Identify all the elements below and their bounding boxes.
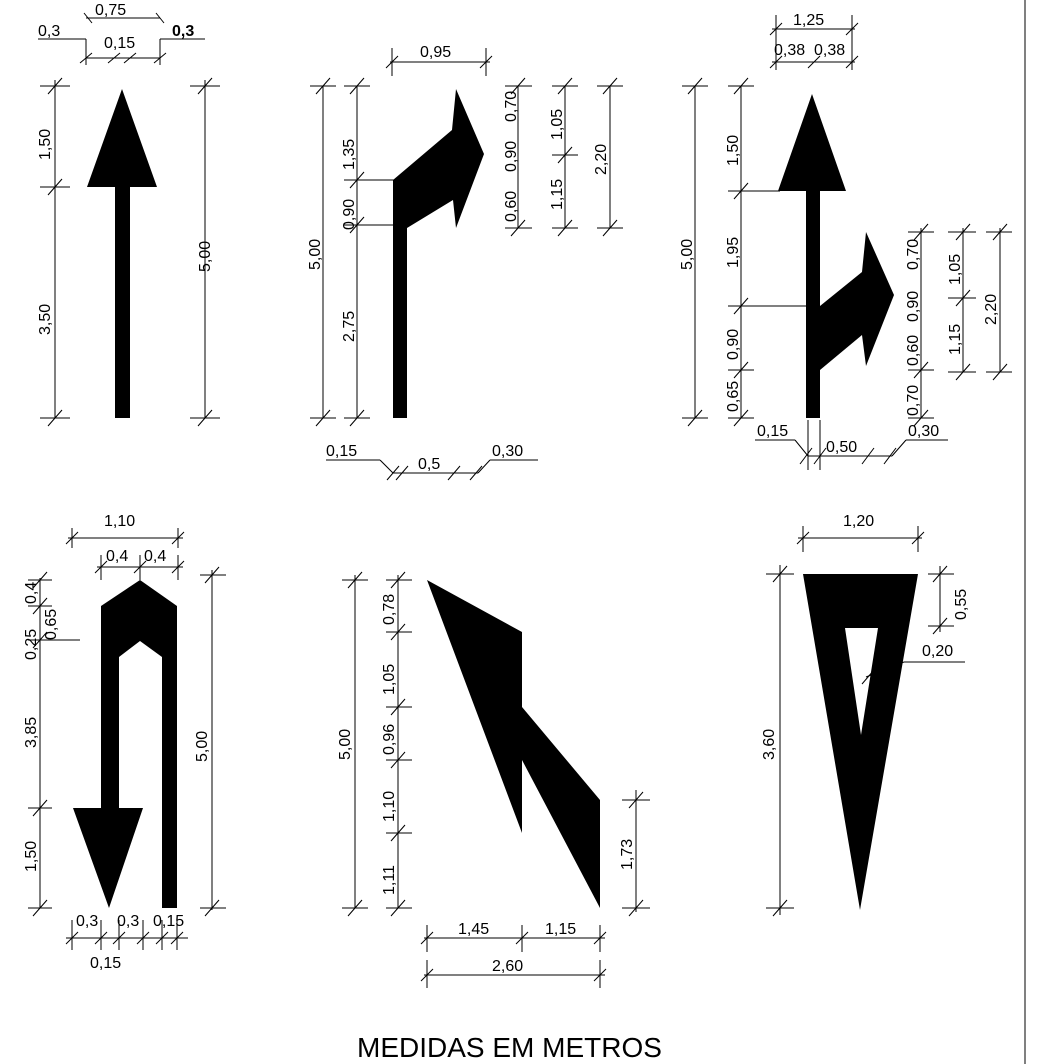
dim-right-height: 1,73 — [619, 839, 636, 870]
dim-h4: 1,05 — [549, 109, 566, 140]
right-turn-arrow-diagram: 0,95 5,00 1,35 0,90 2,75 0,70 0,90 0,60 — [307, 44, 623, 481]
dim-lower-stem: 0,65 — [725, 381, 742, 412]
dim-w-right: 1,15 — [545, 921, 576, 938]
dim-total-height: 5,00 — [679, 239, 696, 270]
dim-stem-height: 2,75 — [341, 311, 358, 342]
dim-w-total: 2,60 — [492, 958, 523, 975]
dim-h7: 2,20 — [983, 294, 1000, 325]
dim-h3: 0,60 — [905, 335, 922, 366]
right-turn-arrow-shape — [393, 89, 484, 418]
dim-border: 0,20 — [922, 643, 953, 660]
lane-change-arrow-diagram: 5,00 0,78 1,05 0,96 1,10 1,11 1,73 1, — [337, 571, 650, 988]
dim-head-offset: 0,95 — [420, 44, 451, 61]
u-turn-arrow-shape — [73, 580, 177, 908]
dim-h2: 0,90 — [905, 291, 922, 322]
dim-width-total: 1,25 — [793, 12, 824, 29]
dim-h5: 1,05 — [947, 254, 964, 285]
dim-h6: 1,15 — [947, 324, 964, 355]
dim-bottom-mid: 0,50 — [826, 439, 857, 456]
dim-v3: 0,96 — [381, 724, 398, 755]
dim-mid-height: 0,90 — [341, 199, 358, 230]
dim-total-height: 5,00 — [194, 731, 211, 762]
dim-stem-height: 3,50 — [37, 304, 54, 335]
dim-bottom-2: 0,3 — [117, 913, 139, 930]
dim-total-height: 5,00 — [197, 241, 214, 272]
dim-width-total: 1,20 — [843, 513, 874, 530]
yield-triangle-diagram: 1,20 3,60 0,55 0,20 — [761, 513, 970, 917]
straight-arrow-shape — [87, 89, 157, 418]
dim-v5: 1,11 — [381, 865, 398, 895]
dim-right-half: 0,38 — [814, 42, 845, 59]
dim-mid-height: 0,90 — [725, 329, 742, 360]
dim-v4: 1,10 — [381, 791, 398, 822]
dim-head-height: 1,50 — [23, 841, 40, 872]
straight-right-arrow-shape — [778, 94, 894, 418]
dim-h1: 0,70 — [503, 91, 520, 122]
lane-change-arrow-shape — [427, 580, 600, 908]
dim-h5: 1,15 — [549, 179, 566, 210]
u-turn-arrow-diagram: 1,10 0,4 0,4 0,4 0,25 0,65 3,85 1,50 5,0… — [23, 513, 226, 972]
dim-bottom-under: 0,15 — [90, 955, 121, 972]
dim-left-margin: 0,3 — [38, 23, 60, 40]
dim-top-2: 0,25 — [23, 629, 40, 660]
dim-total-height: 5,00 — [307, 239, 324, 270]
dim-v2: 1,05 — [381, 664, 398, 695]
dim-top-3: 0,65 — [43, 609, 60, 640]
straight-right-arrow-diagram: 1,25 0,38 0,38 5,00 1,50 1,95 0,90 0,65 — [679, 12, 1012, 470]
dim-bottom-right: 0,30 — [492, 443, 523, 460]
dim-bottom-left: 0,15 — [326, 443, 357, 460]
dim-width-total: 1,10 — [104, 513, 135, 530]
dim-top-1: 0,4 — [23, 582, 40, 604]
dim-v1: 0,78 — [381, 594, 398, 625]
dim-head-height: 1,50 — [37, 129, 54, 160]
dim-top-band: 0,55 — [953, 589, 970, 620]
dim-bottom-right: 0,30 — [908, 423, 939, 440]
dim-bottom-3: 0,15 — [153, 913, 184, 930]
dim-w-left: 1,45 — [458, 921, 489, 938]
dim-h3: 0,60 — [503, 191, 520, 222]
caption: MEDIDAS EM METROS — [357, 1032, 662, 1063]
dim-h1: 0,70 — [905, 239, 922, 270]
dim-left-half: 0,38 — [774, 42, 805, 59]
dim-left-half: 0,4 — [106, 548, 128, 565]
dim-total-height: 5,00 — [337, 729, 354, 760]
dim-h6: 2,20 — [593, 144, 610, 175]
dim-h4: 0,70 — [905, 385, 922, 416]
dim-upper-stem: 1,95 — [725, 237, 742, 268]
dim-bottom-left: 0,15 — [757, 423, 788, 440]
dim-stem-width: 0,15 — [104, 35, 135, 52]
dim-h2: 0,90 — [503, 141, 520, 172]
dim-right-half: 0,4 — [144, 548, 166, 565]
dim-bottom-1: 0,3 — [76, 913, 98, 930]
dim-head-height: 1,50 — [725, 135, 742, 166]
dim-total-height: 3,60 — [761, 729, 778, 760]
dim-bottom-mid: 0,5 — [418, 456, 440, 473]
dim-upper-height: 1,35 — [341, 139, 358, 170]
yield-triangle-shape — [803, 574, 918, 910]
dim-width-total: 0,75 — [95, 2, 126, 19]
dim-right-margin: 0,3 — [172, 23, 194, 40]
dim-stem-height: 3,85 — [23, 717, 40, 748]
straight-arrow-diagram: 0,75 0,3 0,15 0,3 1,50 3,50 5,00 — [37, 2, 220, 427]
